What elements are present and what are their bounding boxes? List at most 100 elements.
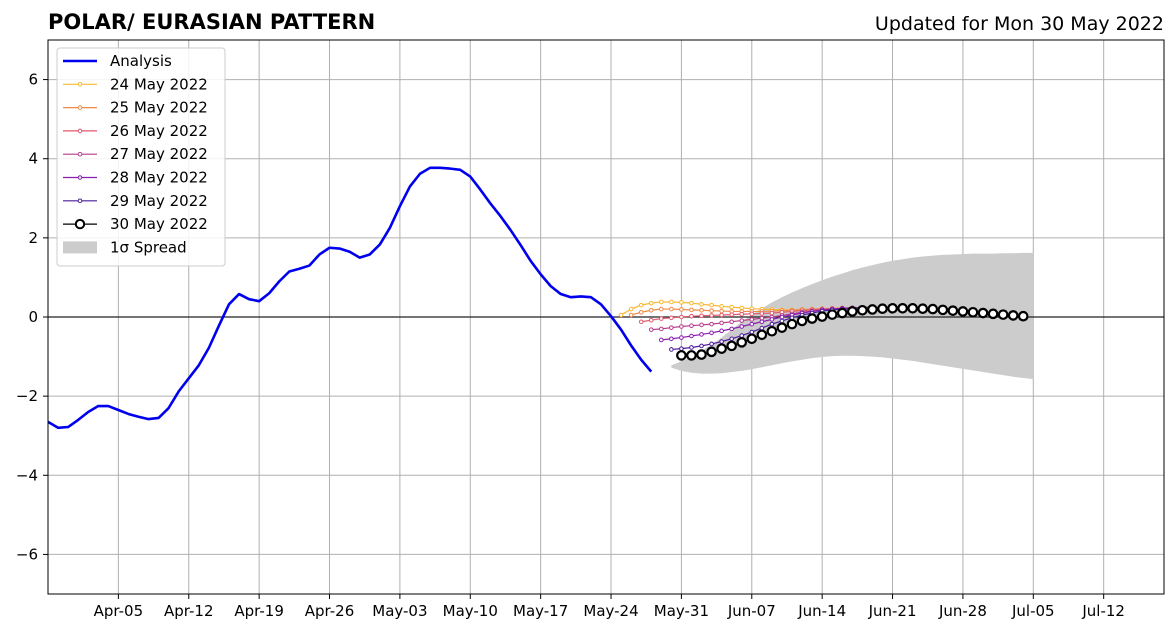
legend-marker [77, 198, 83, 204]
y-tick-label: 6 [28, 71, 38, 89]
forecast-point [709, 302, 714, 308]
latest-forecast-point [1007, 310, 1019, 321]
legend-item: Analysis [63, 52, 172, 70]
forecast-point [669, 336, 674, 342]
forecast-point [749, 317, 755, 322]
forecast-point [648, 307, 654, 313]
forecast-point [709, 341, 714, 347]
forecast-point [759, 319, 765, 325]
forecast-point [759, 315, 765, 321]
forecast-point [769, 317, 775, 322]
forecast-point [759, 311, 765, 316]
forecast-point [739, 333, 745, 338]
x-tick-label: Apr-26 [305, 602, 355, 620]
forecast-point [709, 313, 714, 318]
forecast-point [769, 310, 775, 316]
forecast-point [658, 306, 664, 312]
x-tick-label: Jun-14 [797, 602, 846, 620]
legend-label: 29 May 2022 [110, 192, 208, 210]
latest-forecast-point [816, 311, 828, 322]
x-tick-label: May-10 [443, 602, 498, 620]
x-tick-label: May-03 [372, 602, 427, 620]
forecast-point [719, 339, 724, 344]
forecast-point [749, 321, 755, 327]
forecast-point [729, 336, 734, 342]
forecast-point [699, 322, 704, 328]
forecast-point [689, 313, 694, 319]
latest-forecast-point [676, 350, 687, 361]
x-tick-label: Apr-05 [94, 602, 144, 620]
forecast-point [679, 307, 684, 312]
latest-forecast-point [967, 306, 979, 318]
forecast-point [699, 307, 704, 313]
latest-forecast-point [686, 350, 697, 361]
x-axis: Apr-05 Apr-12 Apr-19 Apr-26 May-03 May-10 May-… [94, 594, 1125, 620]
x-tick-label: Jun-07 [727, 602, 776, 620]
x-tick-label: May-24 [583, 602, 638, 620]
forecast-point [669, 299, 674, 305]
forecast-point [679, 324, 684, 329]
latest-forecast-point [746, 333, 758, 345]
forecast-point [638, 309, 644, 315]
forecast-point [719, 304, 724, 309]
forecast-point [658, 299, 664, 305]
latest-forecast-series [676, 302, 1029, 361]
forecast-point [679, 335, 684, 340]
latest-forecast-point [786, 318, 798, 330]
forecast-point [628, 312, 634, 318]
latest-forecast-point [796, 315, 808, 327]
forecast-point [719, 320, 724, 326]
forecast-point [739, 318, 745, 323]
latest-forecast-point [756, 329, 768, 341]
latest-forecast-point [696, 349, 707, 360]
legend-item: 1σ Spread [63, 238, 187, 256]
latest-forecast-point [847, 306, 858, 317]
legend-label: 25 May 2022 [110, 99, 208, 117]
latest-forecast-point [927, 303, 939, 315]
legend-label: 30 May 2022 [110, 215, 208, 233]
forecast-point [739, 305, 745, 311]
legend-label: Analysis [110, 52, 172, 70]
chart-subtitle: Updated for Mon 30 May 2022 [875, 13, 1164, 35]
legend: Analysis 24 May 2022 25 May 2022 26 May 202… [56, 47, 226, 267]
forecast-point [729, 326, 734, 332]
latest-forecast-point [736, 337, 748, 348]
latest-forecast-point [907, 302, 918, 314]
forecast-point [689, 307, 694, 313]
legend-label: 26 May 2022 [110, 122, 208, 140]
forecast-point [709, 330, 714, 336]
latest-forecast-point [766, 325, 778, 337]
latest-forecast-point [806, 313, 818, 324]
y-axis: −6 −4 −2 0 2 4 6 [16, 71, 48, 563]
latest-forecast-point [937, 304, 949, 316]
y-tick-label: −2 [16, 387, 38, 405]
forecast-point [638, 302, 644, 308]
legend-item: 30 May 2022 [63, 215, 208, 233]
forecast-point [729, 312, 734, 317]
latest-forecast-point [836, 307, 848, 319]
y-tick-label: −4 [16, 466, 38, 484]
latest-forecast-point [726, 340, 737, 352]
forecast-point [729, 304, 734, 310]
latest-forecast-point [987, 308, 999, 320]
legend-swatch [63, 241, 97, 254]
latest-forecast-point [947, 305, 959, 316]
legend-marker [77, 105, 83, 110]
x-tick-label: Apr-12 [164, 602, 214, 620]
x-tick-label: May-31 [654, 602, 709, 620]
forecast-point [719, 308, 724, 314]
forecast-point [699, 332, 704, 337]
forecast-point [749, 311, 755, 317]
y-tick-label: 4 [28, 150, 38, 168]
forecast-point [689, 300, 694, 306]
x-tick-label: Jul-05 [1011, 602, 1055, 620]
forecast-point [729, 319, 734, 325]
forecast-point [679, 314, 684, 320]
x-tick-label: Apr-19 [234, 602, 284, 620]
forecast-point [709, 308, 714, 313]
forecast-point [719, 328, 724, 334]
forecast-point [699, 302, 704, 307]
latest-forecast-point [897, 302, 908, 314]
latest-forecast-point [826, 309, 838, 320]
